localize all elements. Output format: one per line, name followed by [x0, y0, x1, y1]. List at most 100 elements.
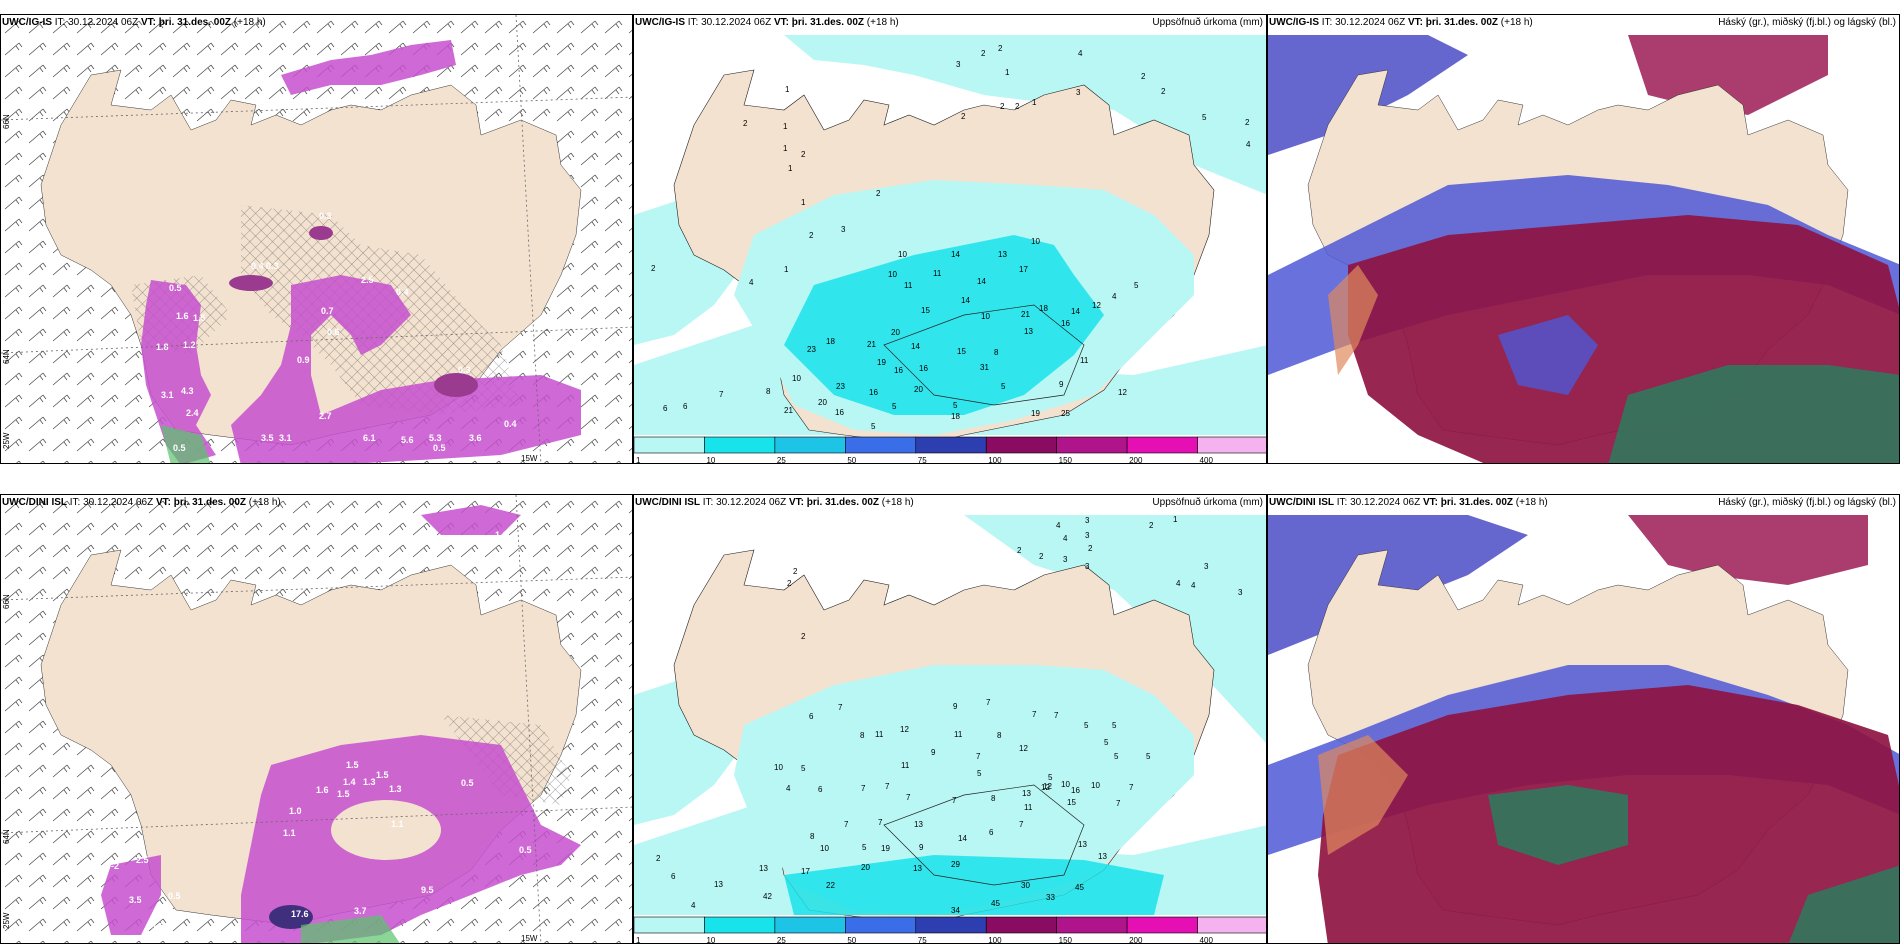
model-name: UWC/IG-IS — [2, 17, 52, 28]
map-value: 2 — [1161, 87, 1166, 96]
map-value: 18 — [951, 412, 960, 421]
colorbar-tick: 200 — [1129, 456, 1143, 464]
map-value: 1 — [1032, 98, 1037, 107]
map-value: 5.6 — [401, 435, 414, 445]
map-value: 10 — [898, 250, 907, 259]
map-value: 2 — [651, 264, 656, 273]
valid-time: VT: þri. 31.des. 00Z — [788, 497, 880, 508]
colorbar-tick: 50 — [847, 936, 856, 944]
cloud-green-low-2 — [1788, 865, 1899, 943]
cloud-map-top — [1268, 15, 1899, 463]
map-value: 13 — [1098, 852, 1107, 861]
panel-header: UWC/DINI ISL IT: 30.12.2024 06Z VT: þri.… — [635, 497, 914, 508]
colorbar-tick: 100 — [988, 456, 1002, 464]
precip-title: Uppsöfnuð úrkoma (mm) — [1152, 497, 1263, 508]
map-value: 14 — [1071, 307, 1080, 316]
map-value: 2.5 — [136, 855, 149, 865]
map-value: 11 — [933, 269, 942, 278]
map-value: 9 — [931, 748, 936, 757]
precip-colorbar: 1 10 25 50 75 100 150 200 400 — [634, 436, 1266, 464]
map-value: 5 — [953, 401, 958, 410]
colorbar-tick: 50 — [847, 456, 856, 464]
map-value: 4 — [1056, 521, 1061, 530]
map-value: 18 — [1039, 304, 1048, 313]
map-value: 1 — [784, 265, 789, 274]
lead-time: (+18 h) — [248, 497, 281, 508]
cloud-panel-top: UWC/IG-IS IT: 30.12.2024 06Z VT: þri. 31… — [1267, 14, 1900, 464]
map-value: 3.1 — [161, 390, 174, 400]
map-value: 16 — [835, 408, 844, 417]
map-value: 10 — [1091, 781, 1100, 790]
map-value: 1.5 — [376, 770, 389, 780]
precip-purple-north — [421, 505, 521, 535]
lead-time: (+18 h) — [1515, 497, 1548, 508]
map-value: 4 — [1078, 49, 1083, 58]
precip-spot-1 — [434, 373, 478, 397]
precip-lake-outline — [883, 784, 1085, 886]
map-value: 19 — [881, 844, 890, 853]
map-value: 13 — [1024, 327, 1033, 336]
colorbar-swatch — [774, 436, 846, 454]
map-value: 33 — [1046, 893, 1055, 902]
model-name: UWC/DINI ISL — [635, 497, 700, 508]
valid-time: VT: þri. 31.des. 00Z — [773, 17, 865, 28]
map-value: 12 — [1092, 301, 1101, 310]
map-value: 1 — [783, 122, 788, 131]
map-value: 3 — [1076, 88, 1081, 97]
map-value: 2 — [787, 579, 792, 588]
map-value: 3.7 — [354, 906, 367, 916]
map-value: 0.5 — [173, 443, 186, 453]
map-value: 4 — [1191, 581, 1196, 590]
map-value: 15 — [957, 347, 966, 356]
map-value: 2 — [656, 854, 661, 863]
precip-dry-hole — [331, 800, 441, 860]
colorbar-tick: 150 — [1059, 936, 1073, 944]
map-value: 1.3 — [389, 784, 402, 794]
valid-time: VT: þri. 31.des. 00Z — [155, 497, 247, 508]
map-value: 14 — [911, 342, 920, 351]
lead-time: (+18 h) — [233, 17, 266, 28]
colorbar-tick: 150 — [1059, 456, 1073, 464]
colorbar-tick: 10 — [706, 456, 715, 464]
map-value: 8 — [994, 348, 999, 357]
graticule-lat66 — [1, 96, 632, 121]
map-value: 8 — [860, 731, 865, 740]
map-value: 3 — [956, 60, 961, 69]
map-value: 2 — [1000, 102, 1005, 111]
map-value: 4 — [786, 784, 791, 793]
panel-header: UWC/IG-IS IT: 30.12.2024 06Z VT: þri. 31… — [2, 17, 266, 28]
valid-time: VT: þri. 31.des. 00Z — [1407, 17, 1499, 28]
colorbar-swatch — [774, 916, 846, 934]
cloud-orange-edge — [1318, 735, 1408, 855]
colorbar-tick: 25 — [777, 456, 786, 464]
map-value: 1.1 — [495, 530, 508, 540]
map-value: 11 — [1080, 356, 1089, 365]
map-value: 22 — [826, 881, 835, 890]
precip-panel-bottom: 4 3 2 1 4 3 2 2 2 3 3 3 4 4 3 2 2 2 7 9 7 7 6 7 5 5 12 8 11 11 8 12 5 5 5 1… — [633, 494, 1267, 944]
map-value: 17 — [1019, 265, 1028, 274]
colorbar-tick: 75 — [918, 936, 927, 944]
map-value: 14 — [951, 250, 960, 259]
map-value: 7 — [1032, 710, 1037, 719]
map-value: 0.6 — [327, 327, 340, 337]
map-value: 1 — [801, 198, 806, 207]
colorbar-swatch — [1197, 916, 1266, 934]
colorbar-swatch — [704, 436, 776, 454]
map-value: 18 — [826, 337, 835, 346]
cloud-title: Háský (gr.), miðský (fj.bl.) og lágský (… — [1718, 497, 1896, 508]
map-value: 1.3 — [363, 777, 376, 787]
map-value: 6.1 — [363, 433, 376, 443]
map-value: 11 — [904, 281, 913, 290]
precip-purple-north — [281, 40, 456, 95]
precip-mid — [784, 235, 1104, 415]
map-value: 1.6 — [176, 311, 189, 321]
lat-label-66: 66N — [2, 594, 11, 609]
precip-mid — [784, 855, 1164, 915]
colorbar-swatch — [985, 436, 1057, 454]
map-value: 1 — [785, 85, 790, 94]
map-value: 13 — [914, 820, 923, 829]
map-value: 20 — [861, 863, 870, 872]
init-time: IT: 30.12.2024 06Z — [687, 17, 772, 28]
map-value: 7 — [976, 752, 981, 761]
